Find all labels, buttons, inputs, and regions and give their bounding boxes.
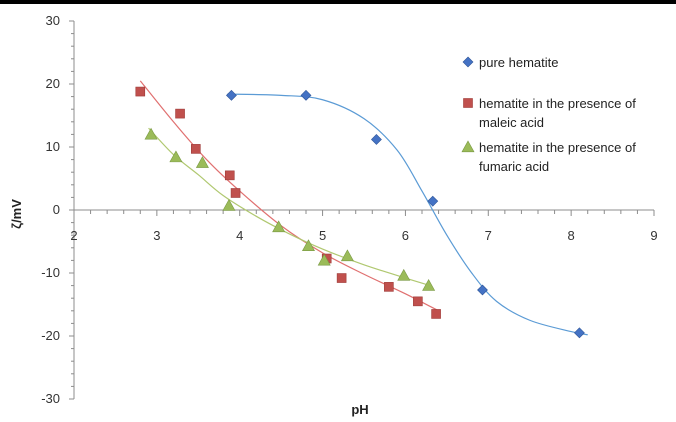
legend-label-maleic-acid: hematite in the presence of: [479, 96, 636, 111]
x-tick-label: 5: [319, 228, 326, 243]
point-maleic-acid: [230, 188, 241, 198]
point-maleic-acid: [336, 273, 347, 283]
legend: pure hematite hematite in the presence of…: [461, 55, 636, 174]
trendline-maleic-acid: [139, 80, 439, 312]
y-tick-label: -10: [41, 265, 60, 280]
legend-marker-pure-hematite: [462, 56, 474, 68]
x-tick-label: 4: [236, 228, 243, 243]
point-fumaric-acid: [144, 127, 158, 140]
point-pure-hematite: [300, 89, 312, 101]
point-fumaric-acid: [301, 239, 315, 252]
y-tick-label: 20: [46, 76, 60, 91]
trendline-pure-hematite: [227, 93, 588, 336]
legend-marker-fumaric-acid: [461, 140, 475, 153]
x-tick-label: 2: [70, 228, 77, 243]
top-border-line: [0, 0, 676, 4]
point-pure-hematite: [574, 327, 585, 339]
point-maleic-acid: [135, 86, 146, 97]
point-pure-hematite: [477, 284, 488, 296]
y-axis-title: ζ/mV: [9, 199, 24, 229]
point-maleic-acid: [175, 108, 185, 119]
point-pure-hematite: [427, 195, 439, 207]
axes: [73, 21, 654, 399]
point-fumaric-acid: [317, 253, 331, 266]
y-tick-label: -30: [41, 391, 60, 406]
point-fumaric-acid: [222, 198, 236, 211]
point-maleic-acid: [431, 309, 441, 319]
x-tick-label: 8: [568, 228, 575, 243]
x-axis-title: pH: [351, 402, 368, 417]
point-fumaric-acid: [422, 278, 436, 291]
y-tick-label: 10: [46, 139, 60, 154]
point-fumaric-acid: [397, 268, 411, 281]
point-pure-hematite: [226, 89, 237, 101]
point-maleic-acid: [413, 296, 423, 307]
x-tick-label: 9: [650, 228, 657, 243]
x-tick-label: 6: [402, 228, 409, 243]
point-fumaric-acid: [340, 249, 354, 262]
legend-label-fumaric-acid: hematite in the presence of: [479, 140, 636, 155]
point-maleic-acid: [384, 282, 394, 292]
point-pure-hematite: [371, 134, 382, 145]
legend-marker-maleic-acid: [463, 98, 473, 108]
point-maleic-acid: [191, 144, 201, 154]
trendline-fumaric-acid: [148, 127, 431, 287]
y-tick-label: -20: [41, 328, 60, 343]
point-fumaric-acid: [195, 156, 209, 168]
y-tick-label: 0: [53, 202, 60, 217]
y-tick-label: 30: [46, 13, 60, 28]
point-fumaric-acid: [169, 150, 183, 163]
point-fumaric-acid: [272, 220, 286, 233]
data-points: [135, 86, 585, 339]
x-tick-label: 7: [485, 228, 492, 243]
legend-label-pure-hematite: pure hematite: [479, 55, 559, 70]
legend-label-fumaric-acid: fumaric acid: [479, 159, 549, 174]
x-tick-label: 3: [153, 228, 160, 243]
legend-label-maleic-acid: maleic acid: [479, 115, 544, 130]
point-maleic-acid: [224, 170, 235, 181]
tick-labels: -30 -20 -10 0 10 20 30 2 3 4 5 6 7 8 9: [41, 13, 657, 406]
